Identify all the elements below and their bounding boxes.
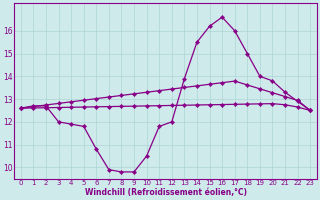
X-axis label: Windchill (Refroidissement éolien,°C): Windchill (Refroidissement éolien,°C) (84, 188, 246, 197)
